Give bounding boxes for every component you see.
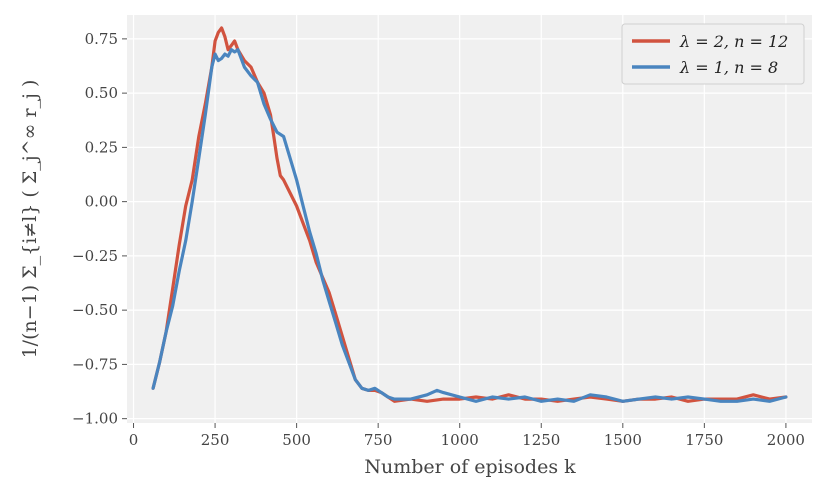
y-tick-label: 0.25 [85,138,118,156]
y-tick-label: 0.00 [85,193,118,211]
x-tick-label: 2000 [767,431,805,449]
x-tick-label: 500 [282,431,311,449]
x-tick-label: 1500 [604,431,642,449]
legend-box [621,23,805,85]
x-tick-label: 0 [129,431,139,449]
x-tick-label: 1750 [685,431,723,449]
y-axis-label: 1/(n−1) Σ_{i≠l} ( Σ_j^∞ r_j ) [19,80,41,359]
x-axis-label: Number of episodes k [364,456,576,478]
y-tick-label: 0.75 [85,30,118,48]
ticks: 0 250 500 750 1000 1250 1500 1750 2000 −1.00 −0.75… [72,30,805,449]
y-tick-label: −0.25 [72,247,118,265]
x-tick-label: 250 [201,431,230,449]
legend: λ = 2, n = 12 λ = 1, n = 8 [621,23,805,85]
series-line-0 [151,26,788,403]
series-line-1 [151,48,788,403]
y-tick-label: −0.50 [72,301,118,319]
y-tick-label: 0.50 [85,84,118,102]
legend-label-series-1: λ = 1, n = 8 [679,58,778,77]
x-tick-label: 1250 [522,431,560,449]
series-layer [151,26,788,403]
legend-label-series-0: λ = 2, n = 12 [679,32,788,51]
y-tick-label: −0.75 [72,355,118,373]
x-tick-label: 1000 [441,431,479,449]
y-tick-label: −1.00 [72,410,118,428]
x-tick-label: 750 [364,431,393,449]
